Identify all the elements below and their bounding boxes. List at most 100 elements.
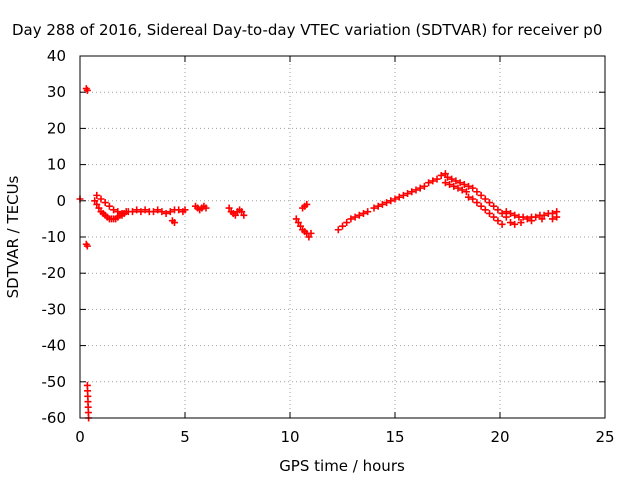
data-point <box>469 184 477 192</box>
x-tick-label: 0 <box>75 428 85 446</box>
data-point <box>339 222 346 230</box>
data-point <box>517 219 525 227</box>
data-point <box>395 193 403 201</box>
data-point <box>441 179 449 187</box>
data-point <box>83 86 91 94</box>
data-point <box>129 208 136 216</box>
y-tick-label: 10 <box>47 156 66 174</box>
data-points <box>76 85 561 422</box>
data-point <box>181 206 189 214</box>
data-point <box>465 193 472 201</box>
data-point <box>171 219 178 227</box>
data-point <box>481 195 489 203</box>
data-point <box>523 215 531 223</box>
data-point <box>141 206 149 214</box>
data-point <box>158 208 166 216</box>
y-tick-label: -40 <box>42 337 67 355</box>
y-axis-label: SDTVAR / TECUs <box>4 175 22 298</box>
data-point <box>162 209 170 217</box>
y-tick-label: 0 <box>56 192 66 210</box>
data-point <box>370 204 378 212</box>
data-point <box>93 200 101 208</box>
data-point <box>473 188 481 196</box>
data-point <box>490 213 498 221</box>
data-point <box>437 171 445 179</box>
data-point <box>429 177 437 185</box>
data-point <box>231 211 239 219</box>
data-point <box>494 206 502 214</box>
data-point <box>307 229 315 237</box>
data-point <box>137 208 145 216</box>
data-point <box>93 191 101 199</box>
grid-lines <box>80 56 605 418</box>
data-point <box>95 204 103 212</box>
data-point <box>91 197 99 205</box>
data-point <box>378 200 386 208</box>
data-point <box>114 208 122 216</box>
data-point <box>334 226 342 234</box>
y-tick-label: -60 <box>42 409 67 427</box>
data-point <box>391 195 399 203</box>
data-point <box>105 202 113 210</box>
chart-title: Day 288 of 2016, Sidereal Day-to-day VTE… <box>12 21 602 39</box>
data-point <box>364 208 372 216</box>
data-point <box>297 222 304 230</box>
x-tick-label: 15 <box>385 428 404 446</box>
data-point <box>408 188 416 196</box>
y-tick-label: -20 <box>42 264 67 282</box>
data-point <box>355 211 363 219</box>
data-point <box>97 195 105 203</box>
data-point <box>343 219 351 227</box>
data-point <box>118 209 126 217</box>
data-point <box>166 208 174 216</box>
data-point <box>240 211 248 219</box>
x-tick-label: 10 <box>280 428 299 446</box>
data-point <box>383 199 391 207</box>
data-point <box>486 199 493 207</box>
data-point <box>511 211 519 219</box>
data-point <box>425 179 433 187</box>
y-tick-label: 30 <box>47 83 66 101</box>
data-point <box>498 209 506 217</box>
data-point <box>498 220 506 228</box>
data-point <box>294 219 302 227</box>
data-point <box>305 233 313 241</box>
data-point <box>238 208 246 216</box>
data-point <box>441 170 449 178</box>
data-point <box>507 219 514 227</box>
data-point <box>416 184 424 192</box>
data-point <box>412 186 420 194</box>
y-tick-label: 20 <box>47 119 66 137</box>
data-point <box>374 202 382 210</box>
data-point <box>456 179 464 187</box>
x-axis-label: GPS time / hours <box>279 457 405 475</box>
y-tick-label: 40 <box>47 47 66 65</box>
data-point <box>462 188 470 196</box>
data-point <box>303 200 311 208</box>
data-point <box>446 181 454 189</box>
data-point <box>433 175 441 183</box>
data-point <box>486 209 493 217</box>
data-point <box>454 184 462 192</box>
data-point <box>175 206 183 214</box>
data-point <box>351 213 359 221</box>
data-point <box>154 206 162 214</box>
data-point <box>477 191 485 199</box>
data-point <box>360 209 367 217</box>
x-tick-label: 20 <box>490 428 509 446</box>
data-point <box>452 177 460 185</box>
data-point <box>387 197 395 205</box>
data-point <box>404 190 412 198</box>
data-point <box>507 209 514 217</box>
data-point <box>110 206 118 214</box>
data-point <box>511 220 519 228</box>
data-point <box>292 215 300 223</box>
data-point <box>481 206 489 214</box>
data-point <box>538 215 546 223</box>
x-tick-label: 25 <box>595 428 614 446</box>
data-point <box>347 215 355 223</box>
data-point <box>420 182 428 190</box>
y-tick-label: -50 <box>42 373 67 391</box>
y-tick-label: -10 <box>42 228 67 246</box>
